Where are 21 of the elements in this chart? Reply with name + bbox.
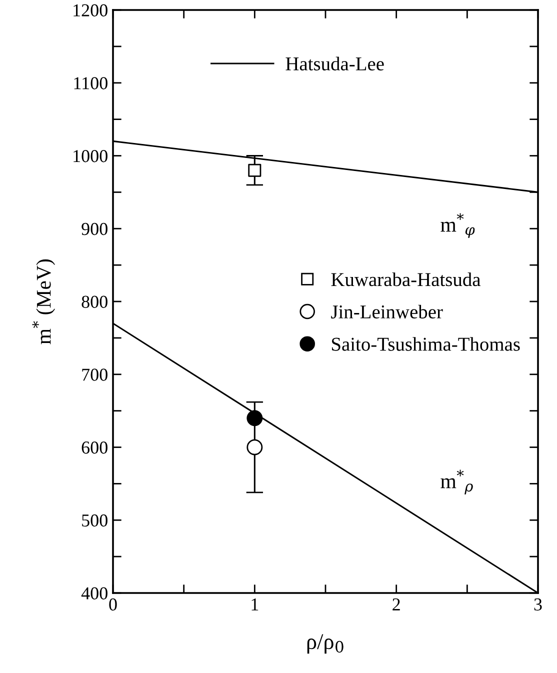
- y-tick-label: 600: [82, 442, 108, 454]
- y-tick-label: 1200: [74, 4, 108, 16]
- legend-label: Kuwaraba-Hatsuda: [331, 272, 481, 286]
- legend-label: Jin-Leinweber: [331, 304, 443, 318]
- x-tick-label: 0: [109, 598, 117, 611]
- y-tick-label: 500: [82, 514, 108, 527]
- x-tick-label: 1: [252, 598, 258, 610]
- y-tick-label: 400: [81, 587, 108, 600]
- legend-label: Hatsuda-Lee: [286, 56, 384, 70]
- y-tick-label: 800: [82, 296, 108, 308]
- legend-label: Saito-Tsushima-Thomas: [332, 337, 520, 351]
- x-axis-title: ρ/ρ$_{0}$: [307, 634, 344, 654]
- y-tick-label: 900: [82, 222, 108, 236]
- y-tick-label: 700: [82, 368, 108, 381]
- y-axis-title: m$^{*}$ (MeV): [32, 259, 56, 344]
- annotation: m$^{*}$$_{ρ}$: [440, 470, 473, 494]
- y-tick-label: 1000: [74, 150, 108, 162]
- annotation: m$^{*}$$_{φ}$: [440, 213, 475, 238]
- y-tick-label: 1100: [74, 77, 108, 90]
- x-tick-label: 3: [534, 598, 542, 611]
- x-tick-label: 2: [392, 598, 400, 610]
